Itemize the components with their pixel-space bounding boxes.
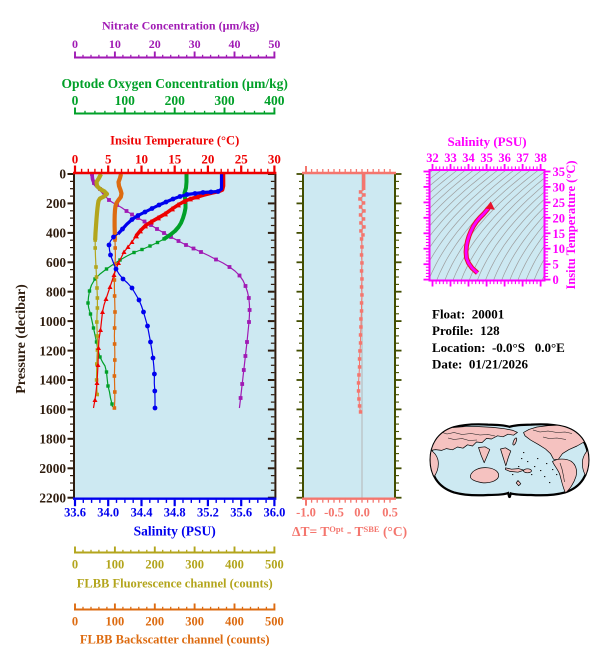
svg-text:15: 15: [553, 227, 566, 241]
svg-text:32: 32: [426, 151, 439, 165]
svg-text:34.4: 34.4: [131, 506, 154, 520]
svg-text:35.2: 35.2: [197, 506, 219, 520]
svg-text:35.6: 35.6: [230, 506, 252, 520]
svg-text:15: 15: [168, 152, 182, 167]
svg-text:35: 35: [480, 151, 493, 165]
svg-text:Insitu Temperature (°C): Insitu Temperature (°C): [110, 134, 239, 148]
svg-text:34: 34: [462, 151, 475, 165]
svg-text:400: 400: [264, 93, 285, 108]
svg-text:30: 30: [189, 37, 201, 51]
svg-text:100: 100: [106, 615, 125, 629]
svg-text:FLBB Backscatter channel (coun: FLBB Backscatter channel (counts): [80, 633, 270, 647]
svg-text:400: 400: [46, 226, 66, 241]
svg-text:0: 0: [72, 37, 78, 51]
svg-text:ΔT= TOpt - TSBE (°C): ΔT= TOpt - TSBE (°C): [292, 524, 407, 539]
svg-text:Nitrate Concentration (μm/kg): Nitrate Concentration (μm/kg): [102, 19, 259, 33]
svg-text:FLBB Fluorescence channel (cou: FLBB Fluorescence channel (counts): [77, 577, 273, 591]
svg-text:1000: 1000: [39, 314, 66, 329]
svg-text:200: 200: [145, 558, 164, 572]
svg-text:36.0: 36.0: [263, 506, 285, 520]
svg-text:30: 30: [553, 180, 566, 194]
svg-text:600: 600: [46, 255, 66, 270]
svg-text:1400: 1400: [39, 373, 66, 388]
svg-text:Profile: 128: Profile: 128: [432, 323, 500, 338]
svg-text:Pressure (decibar): Pressure (decibar): [14, 284, 29, 394]
svg-text:Float: 20001: Float: 20001: [432, 307, 504, 322]
svg-text:0: 0: [72, 615, 78, 629]
svg-text:Salinity (PSU): Salinity (PSU): [447, 134, 526, 149]
svg-text:1200: 1200: [39, 343, 66, 358]
svg-text:Location: -0.0°S 0.0°E: Location: -0.0°S 0.0°E: [432, 340, 565, 355]
svg-text:20: 20: [201, 152, 214, 167]
svg-text:5: 5: [553, 258, 559, 272]
svg-text:Optode Oxygen Concentration (μ: Optode Oxygen Concentration (μm/kg): [62, 76, 288, 91]
svg-text:25: 25: [553, 196, 566, 210]
svg-text:20: 20: [149, 37, 161, 51]
svg-text:33.6: 33.6: [64, 506, 86, 520]
svg-text:10: 10: [135, 152, 148, 167]
svg-text:0: 0: [553, 273, 559, 287]
svg-text:1600: 1600: [39, 402, 66, 417]
svg-text:500: 500: [265, 558, 284, 572]
svg-text:34.8: 34.8: [164, 506, 186, 520]
svg-text:400: 400: [225, 558, 244, 572]
svg-text:36: 36: [498, 151, 511, 165]
svg-text:5: 5: [105, 152, 112, 167]
svg-text:800: 800: [46, 284, 66, 299]
svg-text:Salinity (PSU): Salinity (PSU): [134, 524, 216, 539]
svg-text:33: 33: [444, 151, 457, 165]
svg-text:25: 25: [235, 152, 249, 167]
svg-text:Date: 01/21/2026: Date: 01/21/2026: [432, 357, 529, 372]
svg-text:200: 200: [165, 93, 186, 108]
svg-text:500: 500: [265, 615, 284, 629]
svg-text:0.5: 0.5: [382, 506, 398, 520]
svg-text:20: 20: [553, 211, 566, 225]
svg-text:0.0: 0.0: [354, 506, 370, 520]
svg-text:1800: 1800: [39, 432, 66, 447]
svg-text:300: 300: [214, 93, 235, 108]
svg-text:30: 30: [268, 152, 281, 167]
svg-text:35: 35: [553, 165, 566, 179]
svg-text:10: 10: [553, 242, 566, 256]
svg-text:0: 0: [72, 93, 79, 108]
svg-text:2200: 2200: [39, 490, 66, 505]
svg-text:100: 100: [106, 558, 125, 572]
svg-text:200: 200: [46, 196, 66, 211]
svg-text:40: 40: [229, 37, 241, 51]
svg-text:34.0: 34.0: [97, 506, 119, 520]
svg-text:0: 0: [72, 558, 78, 572]
svg-text:50: 50: [268, 37, 280, 51]
svg-text:-1.0: -1.0: [296, 506, 316, 520]
svg-text:38: 38: [534, 151, 547, 165]
svg-text:37: 37: [516, 151, 529, 165]
svg-text:0: 0: [59, 167, 66, 182]
svg-text:100: 100: [115, 93, 136, 108]
svg-text:400: 400: [225, 615, 244, 629]
svg-text:10: 10: [109, 37, 121, 51]
svg-text:2000: 2000: [39, 461, 66, 476]
svg-text:0: 0: [72, 152, 79, 167]
svg-text:300: 300: [185, 558, 204, 572]
svg-text:300: 300: [185, 615, 204, 629]
svg-text:Insitu Temperature (°C): Insitu Temperature (°C): [564, 160, 578, 289]
svg-text:200: 200: [145, 615, 164, 629]
svg-text:-0.5: -0.5: [324, 506, 344, 520]
